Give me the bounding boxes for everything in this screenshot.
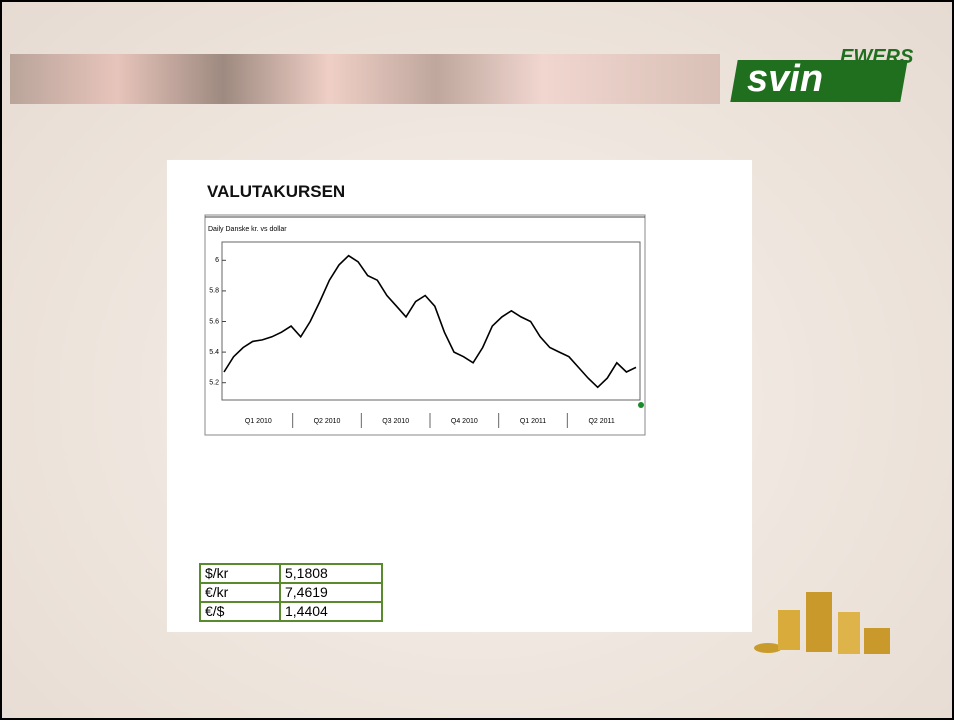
period-label: Q2 2010 [314, 418, 341, 425]
table-cell: $/kr [200, 564, 280, 583]
period-label: Q2 2011 [588, 418, 614, 425]
period-label: Q3 2010 [382, 418, 409, 425]
table-cell: 7,4619 [280, 583, 382, 602]
table-cell: 1,4404 [280, 602, 382, 621]
coins [754, 592, 890, 654]
table-cell: 5,1808 [280, 564, 382, 583]
y-tick-label: 5.2 [209, 380, 219, 387]
table-row: €/$1,4404 [200, 602, 382, 621]
chart-frame [205, 215, 645, 435]
period-label: Q4 2010 [451, 418, 478, 425]
table-cell: €/kr [200, 583, 280, 602]
period-label: Q1 2010 [245, 418, 272, 425]
y-tick-label: 5.4 [209, 349, 219, 356]
chart: Daily Danske kr. vs dollar 5.2 5.4 5.6 5.8 6… [0, 0, 954, 720]
marker [638, 402, 644, 408]
y-tick-label: 5.6 [209, 318, 219, 325]
slide: svin EWERS VALUTAKURSEN Daily Danske kr.… [0, 0, 954, 720]
period-label: Q1 2011 [520, 418, 546, 425]
y-tick-label: 6 [215, 257, 219, 264]
chart-title: Daily Danske kr. vs dollar [208, 226, 287, 233]
y-tick-label: 5.8 [209, 288, 219, 295]
table-cell: €/$ [200, 602, 280, 621]
